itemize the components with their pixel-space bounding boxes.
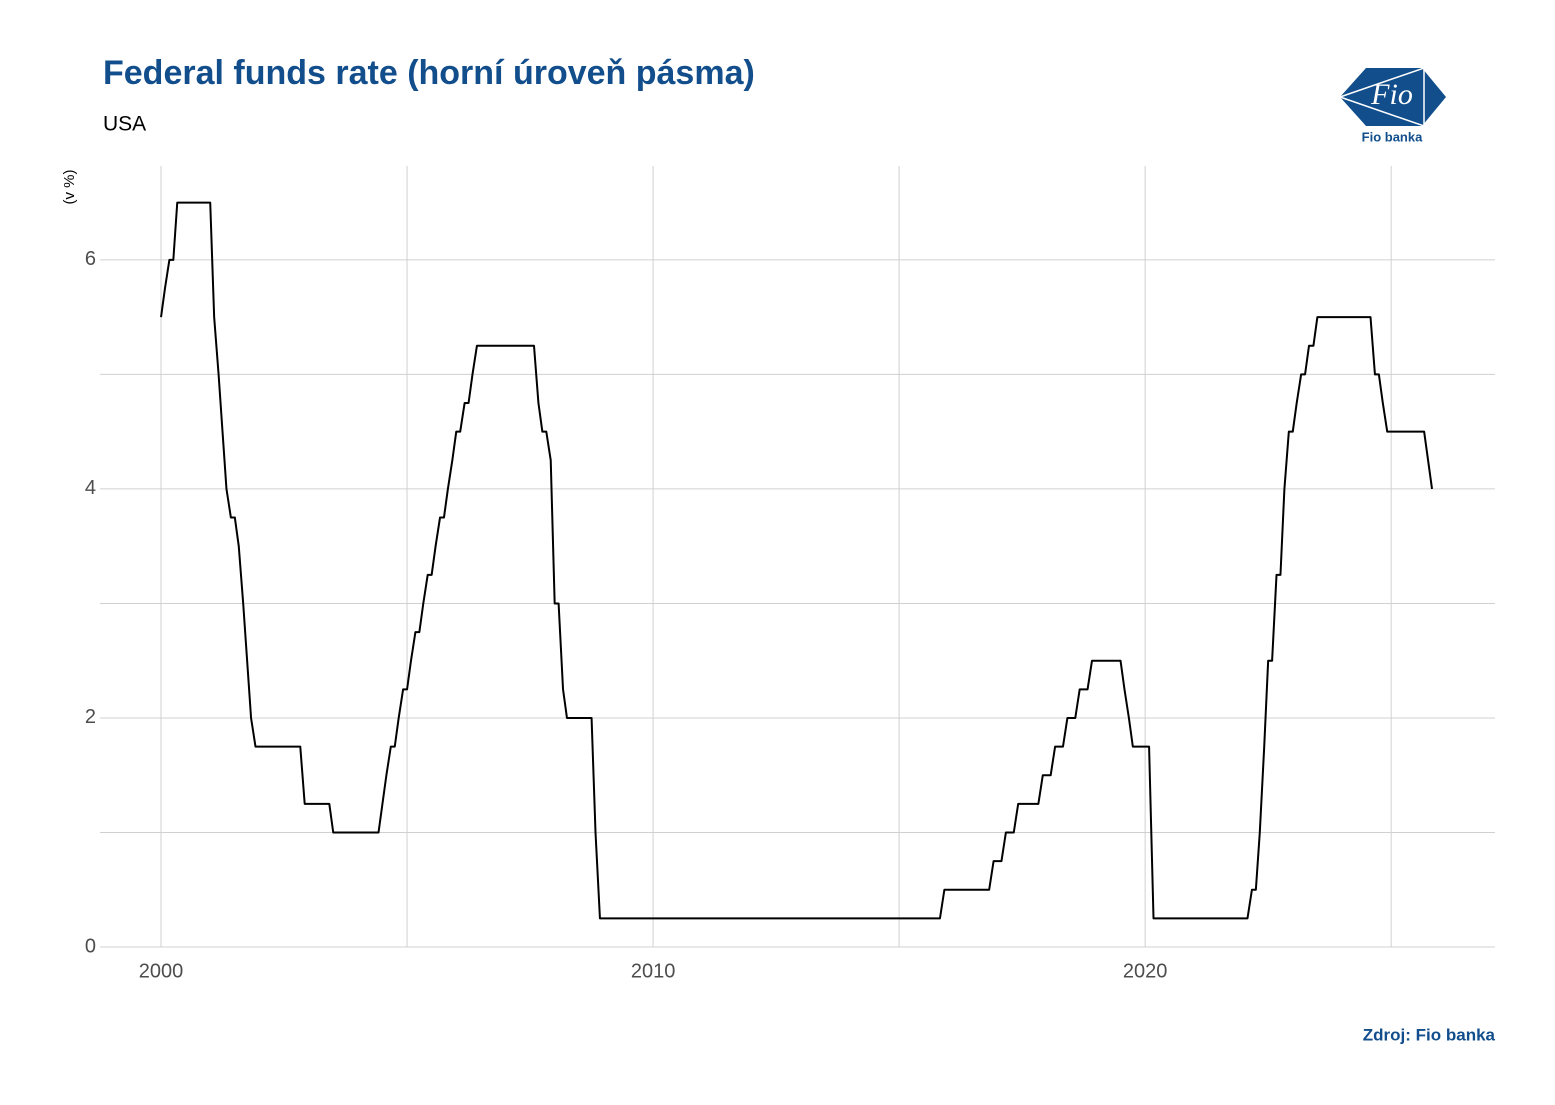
y-axis-label: (v %) [61, 170, 78, 205]
y-tick-label: 2 [85, 706, 96, 728]
y-tick-label: 0 [85, 935, 96, 957]
source: Zdroj: Fio banka [1363, 1025, 1496, 1044]
chart-subtitle: USA [103, 113, 146, 136]
chart-title: Federal funds rate (horní úroveň pásma) [103, 54, 755, 92]
logo-text: Fio [1370, 78, 1413, 111]
logo-shape [1340, 68, 1446, 126]
x-tick-label: 2000 [139, 960, 184, 982]
rate-line [160, 201, 1434, 920]
x-tick-label: 2020 [1123, 960, 1168, 982]
y-tick-label: 6 [85, 248, 96, 270]
logo: Fio Fio banka [1339, 66, 1446, 144]
logo-caption: Fio banka [1362, 129, 1423, 144]
logo-line [1339, 66, 1425, 128]
x-tick-label: 2010 [631, 960, 676, 982]
y-tick-label: 4 [85, 477, 96, 499]
